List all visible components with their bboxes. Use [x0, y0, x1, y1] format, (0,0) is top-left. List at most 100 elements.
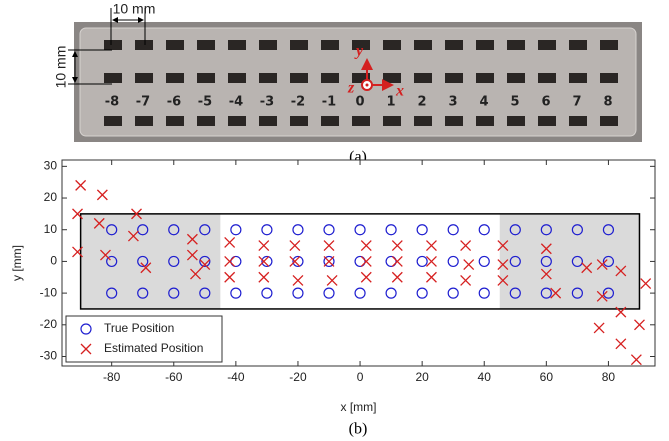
point	[168, 224, 180, 236]
point	[385, 224, 397, 236]
slot	[383, 73, 401, 83]
point	[230, 224, 242, 236]
point	[634, 319, 645, 331]
point	[360, 271, 372, 283]
point	[571, 255, 583, 268]
point	[224, 236, 236, 248]
slot	[135, 40, 153, 50]
slot	[600, 73, 618, 83]
point	[323, 287, 335, 299]
point	[360, 255, 372, 267]
point	[615, 306, 627, 318]
point	[127, 230, 139, 242]
point	[596, 290, 608, 302]
scale-label: 10 mm	[53, 46, 69, 89]
point	[460, 240, 472, 252]
y-tick-label: 0	[50, 254, 57, 268]
point	[261, 224, 273, 236]
slot	[135, 73, 153, 83]
point	[640, 278, 652, 290]
point	[106, 255, 118, 268]
point	[106, 287, 118, 299]
y-tick-label: -30	[40, 349, 58, 363]
point	[258, 255, 270, 267]
slot	[228, 116, 246, 126]
x-tick-label: -60	[165, 370, 183, 384]
slot	[197, 40, 215, 50]
slot	[538, 116, 556, 126]
region	[80, 213, 221, 309]
point	[354, 287, 366, 299]
plate-label: 4	[479, 95, 488, 110]
point	[96, 189, 108, 201]
slot	[352, 73, 370, 83]
slot	[507, 73, 525, 83]
scale-label: 10 mm	[113, 1, 156, 17]
point	[426, 255, 437, 267]
point	[509, 287, 521, 299]
point	[602, 224, 615, 236]
slot	[321, 73, 339, 83]
slot	[507, 40, 525, 50]
point	[93, 217, 105, 229]
axis-origin	[365, 83, 369, 87]
plate-label: -1	[322, 95, 336, 110]
axis-label: z	[347, 80, 355, 97]
slot	[321, 116, 339, 126]
plate-label: 5	[510, 95, 519, 110]
point	[186, 249, 198, 261]
plate-label: -2	[291, 95, 305, 110]
point	[326, 274, 338, 286]
slot	[445, 73, 463, 83]
point	[137, 287, 149, 299]
slot	[352, 116, 370, 126]
point	[168, 255, 180, 268]
x-tick-label: 0	[357, 370, 364, 384]
point	[360, 240, 372, 252]
slots: -8 -7 -6 -5 -4 -3 -2 -1 0 1 2 3 4 5 6 7 8	[104, 40, 618, 126]
point	[478, 255, 490, 268]
slot	[383, 40, 401, 50]
point	[292, 224, 304, 236]
slot	[352, 40, 370, 50]
plate-label: -5	[198, 95, 212, 110]
point	[509, 224, 521, 236]
x-tick-label: 80	[602, 370, 616, 384]
point	[540, 255, 552, 268]
slot	[290, 73, 308, 83]
point	[497, 240, 509, 252]
slot	[166, 40, 184, 50]
slot	[104, 73, 122, 83]
plate-label: 3	[448, 95, 457, 110]
y-axis-label: y [mm]	[10, 245, 24, 281]
point	[137, 224, 149, 236]
point	[72, 208, 83, 220]
slot	[476, 40, 494, 50]
axis-label: x	[395, 83, 404, 100]
slot	[197, 73, 215, 83]
slot	[414, 40, 432, 50]
point	[258, 240, 270, 252]
slot	[476, 73, 494, 83]
slot	[507, 116, 525, 126]
point	[615, 338, 627, 350]
slot	[414, 116, 432, 126]
point	[426, 240, 437, 252]
point	[581, 262, 593, 274]
point	[289, 240, 301, 252]
x-tick-label: -80	[103, 370, 121, 384]
plate-label: 8	[603, 95, 612, 110]
point	[593, 322, 605, 334]
point	[168, 287, 180, 299]
point	[385, 287, 397, 299]
point	[75, 179, 87, 191]
slot	[228, 73, 246, 83]
point	[463, 259, 475, 271]
slot	[476, 116, 494, 126]
slot	[538, 40, 556, 50]
slot	[259, 40, 277, 50]
point	[447, 287, 459, 299]
point	[323, 255, 335, 267]
point	[447, 255, 459, 268]
